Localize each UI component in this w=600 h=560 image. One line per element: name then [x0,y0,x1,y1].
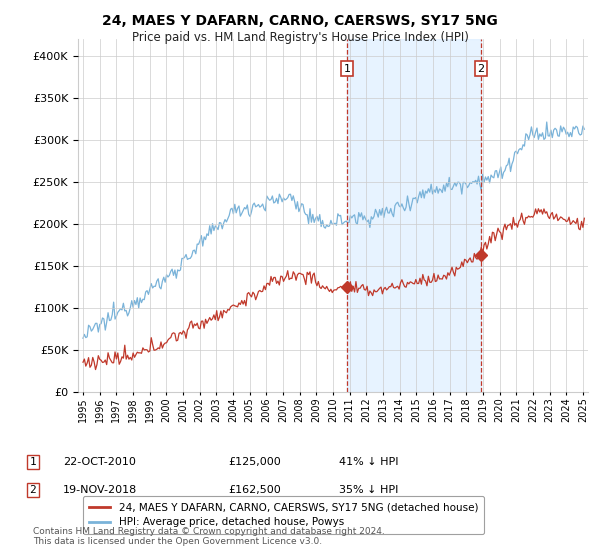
Text: Price paid vs. HM Land Registry's House Price Index (HPI): Price paid vs. HM Land Registry's House … [131,31,469,44]
Text: 41% ↓ HPI: 41% ↓ HPI [339,457,398,467]
Text: 19-NOV-2018: 19-NOV-2018 [63,485,137,495]
Bar [347,39,481,392]
Legend: 24, MAES Y DAFARN, CARNO, CAERSWS, SY17 5NG (detached house), HPI: Average price: 24, MAES Y DAFARN, CARNO, CAERSWS, SY17 … [83,496,484,534]
Text: 1: 1 [343,64,350,73]
Text: 22-OCT-2010: 22-OCT-2010 [63,457,136,467]
Text: 2: 2 [478,64,485,73]
Text: 1: 1 [29,457,37,467]
Text: Contains HM Land Registry data © Crown copyright and database right 2024.
This d: Contains HM Land Registry data © Crown c… [33,526,385,546]
Text: 2: 2 [29,485,37,495]
Text: £162,500: £162,500 [228,485,281,495]
Text: 24, MAES Y DAFARN, CARNO, CAERSWS, SY17 5NG: 24, MAES Y DAFARN, CARNO, CAERSWS, SY17 … [102,14,498,28]
Text: £125,000: £125,000 [228,457,281,467]
Text: 35% ↓ HPI: 35% ↓ HPI [339,485,398,495]
